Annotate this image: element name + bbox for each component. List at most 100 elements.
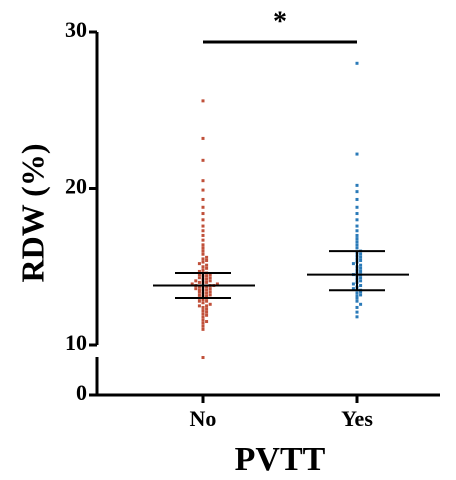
data-point: [197, 269, 201, 273]
data-point: [201, 327, 205, 331]
data-point: [355, 224, 359, 228]
x-tick-label: Yes: [341, 406, 373, 431]
data-point: [355, 243, 359, 247]
data-point: [205, 263, 209, 267]
data-point: [208, 279, 212, 283]
data-point: [355, 218, 359, 222]
data-point: [355, 183, 359, 187]
data-point: [205, 307, 209, 311]
data-point: [355, 310, 359, 314]
y-tick-label: 20: [65, 174, 87, 199]
data-point: [355, 237, 359, 241]
data-point: [201, 238, 205, 242]
data-point: [190, 282, 194, 286]
data-point: [197, 293, 201, 297]
data-point: [201, 243, 205, 247]
data-point: [201, 233, 205, 237]
data-point: [205, 280, 209, 284]
data-point: [201, 212, 205, 216]
data-point: [201, 249, 205, 253]
data-point: [205, 291, 209, 295]
data-point: [201, 99, 205, 103]
data-point: [201, 246, 205, 250]
data-point: [359, 293, 363, 297]
data-point: [201, 188, 205, 192]
data-point: [205, 288, 209, 292]
data-point: [205, 304, 209, 308]
data-point: [208, 276, 212, 280]
data-point: [355, 315, 359, 319]
data-point: [359, 279, 363, 283]
data-point: [201, 305, 205, 309]
data-point: [205, 274, 209, 278]
data-point: [194, 279, 198, 283]
data-point: [359, 263, 363, 267]
data-point: [359, 302, 363, 306]
data-point: [205, 285, 209, 289]
data-point: [201, 324, 205, 328]
data-point: [201, 321, 205, 325]
data-point: [359, 266, 363, 270]
data-point: [355, 294, 359, 298]
data-point: [355, 190, 359, 194]
data-point: [201, 218, 205, 222]
data-point: [201, 158, 205, 162]
data-point: [355, 296, 359, 300]
data-point: [205, 277, 209, 281]
data-point: [201, 205, 205, 209]
data-point: [201, 265, 205, 269]
data-point: [201, 197, 205, 201]
data-point: [205, 255, 209, 259]
data-point: [355, 305, 359, 309]
data-point: [355, 197, 359, 201]
data-point: [351, 282, 355, 286]
data-point: [201, 312, 205, 316]
y-axis-label: RDW (%): [14, 144, 50, 283]
x-axis-label: PVTT: [235, 441, 326, 478]
data-point: [197, 273, 201, 277]
data-point: [359, 252, 363, 256]
data-point: [355, 205, 359, 209]
data-point: [351, 287, 355, 291]
data-point: [205, 313, 209, 317]
data-point: [197, 304, 201, 308]
data-point: [201, 315, 205, 319]
data-point: [201, 257, 205, 261]
y-tick-label: 0: [76, 380, 87, 405]
data-point: [201, 260, 205, 264]
y-tick-label: 10: [65, 330, 87, 355]
significance-label: *: [273, 6, 287, 37]
data-point: [197, 290, 201, 294]
data-point: [205, 299, 209, 303]
data-point: [359, 284, 363, 288]
data-point: [208, 290, 212, 294]
data-point: [355, 229, 359, 233]
data-point: [355, 246, 359, 250]
data-point: [197, 288, 201, 292]
data-point: [355, 299, 359, 303]
data-point: [201, 179, 205, 183]
data-point: [355, 233, 359, 237]
data-point: [197, 285, 201, 289]
data-point: [197, 280, 201, 284]
data-point: [197, 299, 201, 303]
data-point: [201, 268, 205, 272]
data-point: [359, 290, 363, 294]
data-point: [208, 293, 212, 297]
data-point: [201, 252, 205, 256]
x-tick-label: No: [190, 406, 217, 431]
data-point: [355, 212, 359, 216]
data-point: [208, 302, 212, 306]
data-point: [197, 262, 201, 266]
data-point: [351, 262, 355, 266]
data-point: [205, 294, 209, 298]
data-point: [355, 291, 359, 295]
data-point: [201, 301, 205, 305]
data-point: [359, 276, 363, 280]
data-point: [201, 229, 205, 233]
y-tick-label: 30: [65, 17, 87, 42]
data-point: [355, 61, 359, 65]
data-point: [201, 309, 205, 313]
data-point: [201, 136, 205, 140]
data-point: [205, 320, 209, 324]
